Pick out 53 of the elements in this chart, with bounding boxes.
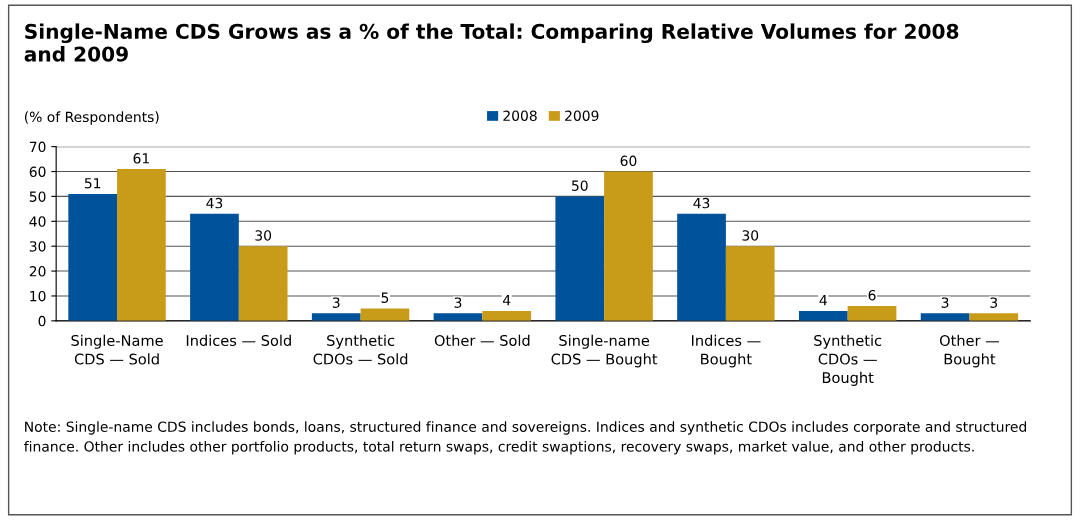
data-label: 50 [572,180,588,191]
data-label: 61 [133,153,149,164]
bar [238,246,288,321]
y-tick-label: 10 [30,290,46,302]
data-label: 4 [819,295,827,306]
x-tick-label: Indices — Sold [186,334,291,347]
x-tick-label: Synthetic CDOs — Sold [313,334,408,365]
y-tick-label: 40 [29,216,46,227]
data-label: 6 [868,289,876,301]
bar [190,213,239,321]
bar [920,313,970,321]
bar [798,310,848,321]
data-label: 43 [693,197,710,209]
x-tick-label: Synthetic CDOs — Bought [814,334,882,386]
chart-title: Single-Name CDS Grows as a % of the Total: Comparing Relative Volumes for 2008 and 2009 [24,23,959,62]
data-label: 51 [84,178,101,189]
x-tick-label: Indices — Bought [692,334,761,368]
bar [725,246,775,321]
data-label: 3 [941,297,949,308]
y-tick-label: 30 [29,241,46,252]
data-label: 60 [620,155,637,167]
data-label: 3 [332,297,340,308]
data-label: 30 [255,230,272,241]
data-label: 4 [502,295,511,306]
legend-label: 2008 [503,110,537,121]
bar [969,313,1019,321]
bar [677,213,726,321]
x-tick-label: Other — Bought [939,334,1000,368]
y-tick-label: 60 [29,166,46,177]
bar [604,171,653,321]
data-label: 3 [990,297,998,308]
bar [433,313,483,321]
bar [360,308,410,321]
y-tick-label: 20 [29,266,46,277]
data-label: 5 [381,292,389,303]
data-label: 30 [742,230,759,241]
bar [117,169,166,321]
data-label: 43 [206,197,223,209]
x-tick-label: Single-Name CDS — Sold [71,334,163,365]
y-tick-label: 0 [38,315,46,327]
bar [311,313,361,321]
bar [555,196,605,321]
bar [482,310,532,321]
legend-label: 2009 [565,110,599,121]
data-label: 3 [454,297,462,308]
text: Note: Single-name CDS includes bonds, loans, structured finance and sovereigns. Indices and synthetic CDOs includes corporate and structured finance. Other includes other portfolio products, total return swaps, credit swaptions, recovery swaps, market value, and other products. [24,421,1027,455]
x-tick-label: Single-name CDS — Bought [551,334,658,368]
x-tick-label: Other — Sold [434,334,530,347]
y-tick-label: 50 [29,191,46,202]
bar [847,305,897,321]
y-axis-title: (% of Respondents) [24,111,159,125]
bar [68,193,118,321]
y-tick-label: 70 [29,141,46,153]
